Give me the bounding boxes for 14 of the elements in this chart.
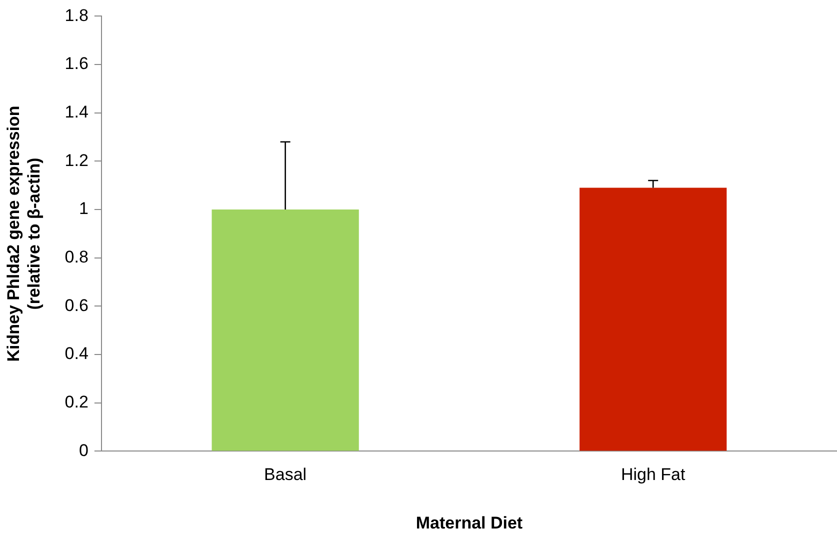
y-tick-label: 1.2 — [64, 150, 88, 170]
y-tick-label: 1.4 — [64, 102, 88, 122]
y-tick-label: 0.8 — [64, 248, 88, 267]
x-tick-label: Basal — [264, 465, 307, 484]
y-tick-label: 1.8 — [64, 6, 88, 25]
y-tick-label: 0.6 — [64, 296, 88, 315]
y-tick-label: 0.2 — [64, 392, 88, 412]
y-axis-title: Kidney Phlda2 gene expression (relative to β-actin) — [4, 106, 44, 362]
x-tick-label: High Fat — [620, 465, 686, 484]
y-tick-label: 1.6 — [64, 54, 88, 74]
x-axis-title: Maternal Diet — [416, 513, 523, 532]
y-tick-label: 0.4 — [64, 344, 88, 364]
y-tick-label: 1 — [78, 199, 88, 218]
y-tick-label: 0 — [78, 440, 88, 460]
